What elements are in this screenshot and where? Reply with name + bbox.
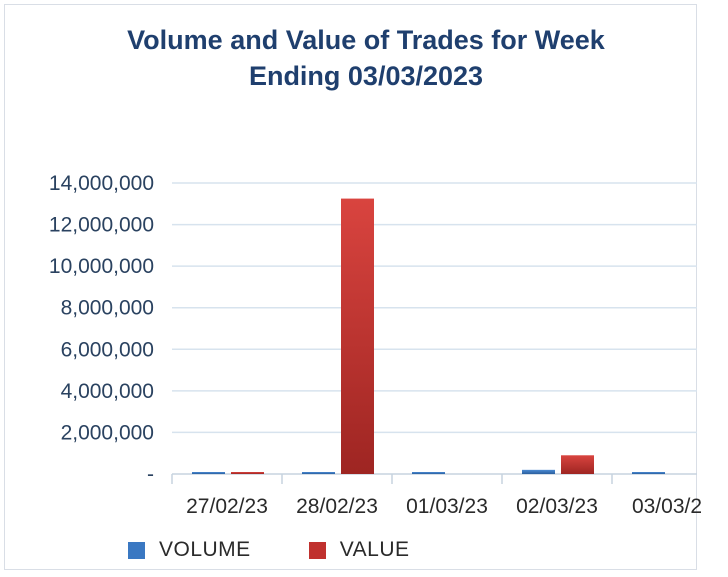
- bar-volume-0: [192, 472, 225, 474]
- bar-volume-1: [302, 472, 335, 474]
- bar-value-1: [341, 198, 374, 474]
- y-tick-label: 6,000,000: [61, 338, 154, 361]
- bar-value-3: [561, 455, 594, 474]
- legend: VOLUME VALUE: [128, 538, 468, 562]
- x-tick-label: 27/02/23: [186, 495, 268, 518]
- y-tick-label: 2,000,000: [61, 421, 154, 444]
- legend-swatch-volume: [128, 541, 145, 559]
- legend-label-volume: VOLUME: [159, 538, 251, 561]
- chart-title-line-2: Ending 03/03/2023: [248, 61, 484, 91]
- y-tick-label: -: [147, 463, 154, 486]
- x-tick-label: 28/02/23: [296, 495, 378, 518]
- legend-item-volume: VOLUME: [128, 538, 251, 562]
- x-tick-label: 03/03/2: [632, 495, 702, 518]
- legend-item-value: VALUE: [308, 538, 410, 562]
- x-tick-label: 02/03/23: [516, 495, 598, 518]
- bar-volume-4: [632, 472, 665, 474]
- y-tick-label: 8,000,000: [61, 297, 154, 320]
- legend-label-value: VALUE: [339, 538, 410, 561]
- bar-volume-2: [412, 472, 445, 474]
- y-tick-label: 12,000,000: [49, 214, 154, 237]
- chart-title-line-1: Volume and Value of Trades for Week: [127, 25, 605, 55]
- legend-swatch-value: [308, 541, 326, 559]
- y-tick-label: 4,000,000: [61, 380, 154, 403]
- x-tick-label: 01/03/23: [406, 495, 488, 518]
- y-tick-label: 10,000,000: [49, 255, 154, 278]
- bar-value-0: [231, 472, 264, 474]
- y-tick-label: 14,000,000: [49, 172, 154, 195]
- bar-volume-3: [522, 469, 555, 474]
